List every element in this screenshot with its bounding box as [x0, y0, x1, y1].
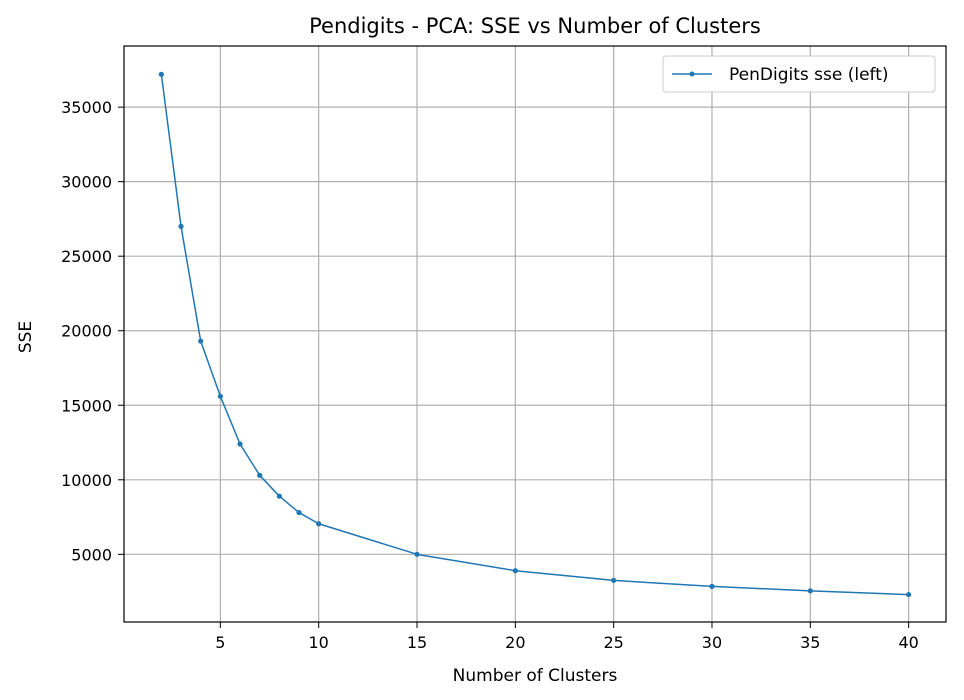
- data-point: [296, 509, 302, 516]
- x-axis: 5 10 15 20 25 30 35 40: [215, 622, 919, 652]
- y-tick-label: 30000: [61, 173, 112, 192]
- x-tick-label: 25: [603, 633, 623, 652]
- data-point: [198, 338, 204, 344]
- x-tick-label: 20: [505, 633, 525, 652]
- y-tick-label: 15000: [61, 396, 112, 415]
- data-point: [178, 223, 184, 229]
- data-point: [217, 393, 223, 399]
- chart-title: Pendigits - PCA: SSE vs Number of Cluste…: [309, 14, 761, 38]
- x-tick-label: 30: [702, 633, 722, 652]
- legend-marker: [689, 71, 695, 77]
- legend-entry: PenDigits sse (left): [729, 65, 889, 85]
- x-tick-label: 5: [215, 633, 225, 652]
- x-axis-label: Number of Clusters: [453, 666, 618, 686]
- y-tick-label: 10000: [61, 471, 112, 490]
- x-tick-label: 15: [407, 633, 427, 652]
- series-group: [158, 71, 912, 598]
- grid: [124, 46, 946, 622]
- y-tick-label: 35000: [61, 98, 112, 117]
- legend: PenDigits sse (left): [662, 55, 936, 93]
- y-axis-label: SSE: [16, 321, 36, 353]
- data-point: [237, 441, 243, 447]
- plot-frame: [123, 45, 947, 623]
- data-point: [257, 472, 263, 478]
- data-point: [709, 583, 715, 589]
- x-tick-label: 10: [309, 633, 329, 652]
- data-point: [414, 551, 420, 557]
- y-tick-label: 5000: [71, 545, 112, 564]
- legend-box: [662, 55, 936, 93]
- y-tick-label: 20000: [61, 322, 112, 341]
- x-tick-label: 35: [800, 633, 820, 652]
- data-point: [276, 493, 282, 499]
- y-tick-label: 25000: [61, 247, 112, 266]
- data-point: [611, 577, 617, 584]
- data-point: [906, 591, 912, 598]
- data-point: [512, 568, 518, 574]
- data-point: [807, 588, 813, 594]
- data-point: [316, 521, 322, 527]
- data-point: [158, 71, 164, 77]
- x-tick-label: 40: [898, 633, 918, 652]
- y-axis: 5000 10000 15000 20000 25000 30000 35000: [61, 98, 124, 564]
